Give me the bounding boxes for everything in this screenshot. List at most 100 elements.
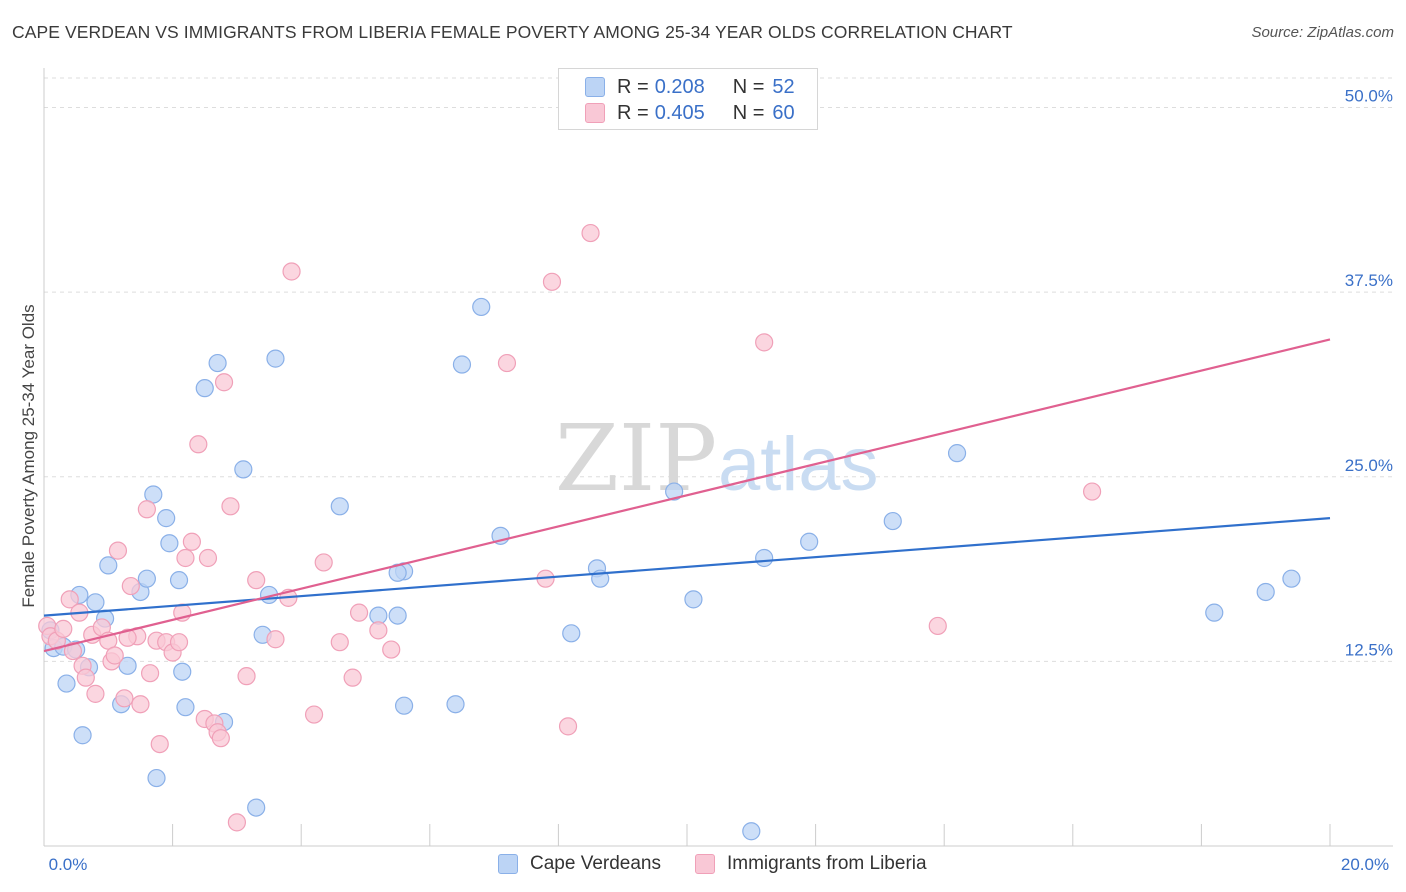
cape-verdean-point (947, 444, 967, 463)
r-label: R = (617, 101, 649, 124)
liberia-point (76, 668, 95, 687)
watermark: ZIP atlas (555, 405, 879, 512)
cape-verdean-point (330, 497, 349, 516)
liberia-point (105, 646, 124, 665)
y-axis-label: Female Poverty Among 25-34 Year Olds (19, 304, 38, 607)
liberia-point (176, 548, 195, 568)
watermark-zip: ZIP (555, 405, 717, 512)
liberia-point (542, 272, 562, 291)
y-tick-label: 12.5% (1345, 640, 1393, 659)
cape-verdean-point (169, 571, 189, 590)
liberia-point (558, 717, 578, 736)
liberia-point (266, 630, 285, 649)
legend-row-cape-verdeans: R = 0.208 N = 52 (585, 74, 795, 100)
grid-lines (44, 77, 1393, 662)
liberia-point (314, 553, 333, 572)
liberia-point (928, 616, 947, 636)
source-label: Source: ZipAtlas.com (1251, 24, 1394, 41)
liberia-point (198, 548, 218, 568)
liberia-point (382, 640, 401, 659)
liberia-point (189, 435, 208, 454)
trend-lines (43, 338, 1331, 653)
cape-verdean-point (247, 798, 266, 817)
liberia-point (108, 541, 128, 560)
chart-title: CAPE VERDEAN VS IMMIGRANTS FROM LIBERIA … (12, 22, 1013, 42)
cape-verdean-point (176, 698, 195, 717)
n-value: 60 (772, 101, 795, 124)
liberia-point (60, 590, 79, 609)
cape-verdean-point (147, 768, 166, 788)
cape-verdean-point (1256, 582, 1275, 602)
correlation-legend: R = 0.208 N = 52 R = 0.405 N = 60 (558, 68, 818, 130)
cape-verdean-point (742, 822, 761, 841)
cape-verdean-point (452, 355, 472, 374)
cape-verdean-point (160, 534, 179, 553)
trend-line-liberia (43, 338, 1331, 653)
legend-label: Cape Verdeans (530, 853, 661, 874)
cape-verdean-point (883, 511, 902, 531)
liberia-point (54, 619, 73, 638)
liberia-point (497, 353, 517, 373)
liberia-point (369, 621, 388, 640)
legend-row-liberia: R = 0.405 N = 60 (585, 100, 795, 126)
cape-verdean-point (157, 509, 176, 528)
tick-labels: 12.5% 25.0% 37.5% 50.0% 0.0% 20.0% (49, 87, 1393, 874)
cape-verdean-point (684, 590, 703, 609)
cape-verdean-point (173, 662, 192, 681)
cape-verdean-point (665, 482, 684, 501)
liberia-point (1082, 482, 1102, 501)
cape-verdean-point (1205, 603, 1224, 622)
liberia-point (115, 689, 134, 708)
liberia-point (131, 695, 150, 714)
cape-verdean-point (394, 696, 414, 715)
n-value: 52 (772, 75, 795, 98)
y-tick-label: 37.5% (1345, 271, 1393, 290)
cape-verdean-point (234, 460, 253, 479)
liberia-point (182, 532, 201, 551)
r-label: R = (617, 75, 649, 98)
r-value: 0.208 (654, 75, 705, 98)
cape-verdean-point (99, 556, 118, 575)
liberia-point (121, 576, 140, 596)
cape-verdean-point (472, 297, 491, 317)
axes (43, 68, 1393, 847)
y-tick-label: 50.0% (1345, 87, 1393, 106)
liberia-point (214, 373, 234, 392)
liberia-point (63, 641, 83, 661)
liberia-point (86, 684, 105, 703)
liberia-point (755, 333, 774, 352)
y-tick-label: 25.0% (1345, 456, 1393, 475)
n-label: N = (732, 75, 765, 98)
r-value: 0.405 (654, 101, 705, 124)
liberia-point (221, 497, 240, 516)
legend-item-cape-verdeans[interactable]: Cape Verdeans (498, 853, 661, 875)
liberia-point (137, 500, 156, 519)
liberia-point (343, 668, 362, 687)
swatch-blue (498, 854, 518, 874)
watermark-atlas: atlas (718, 422, 879, 507)
cape-verdean-point (266, 349, 285, 368)
liberia-point (118, 628, 137, 647)
n-label: N = (732, 101, 765, 124)
cape-verdean-point (562, 624, 581, 643)
legend-item-liberia[interactable]: Immigrants from Liberia (695, 853, 927, 875)
cape-verdean-point (446, 695, 465, 714)
liberia-point (581, 223, 600, 243)
liberia-point (330, 633, 349, 652)
swatch-pink (695, 854, 715, 874)
cape-verdean-point (73, 726, 92, 745)
liberia-point (304, 705, 324, 724)
x-tick-label: 20.0% (1341, 855, 1389, 874)
swatch-blue (585, 77, 605, 97)
cape-verdean-point (800, 532, 819, 551)
liberia-point (211, 729, 230, 748)
cape-verdean-point (57, 674, 76, 693)
cape-verdean-point (388, 606, 407, 625)
x-tick-label: 0.0% (49, 855, 88, 874)
liberia-point (150, 734, 169, 754)
swatch-pink (585, 103, 605, 123)
liberia-point (169, 633, 189, 652)
cape-verdean-point (86, 593, 105, 612)
liberia-point (237, 667, 256, 686)
